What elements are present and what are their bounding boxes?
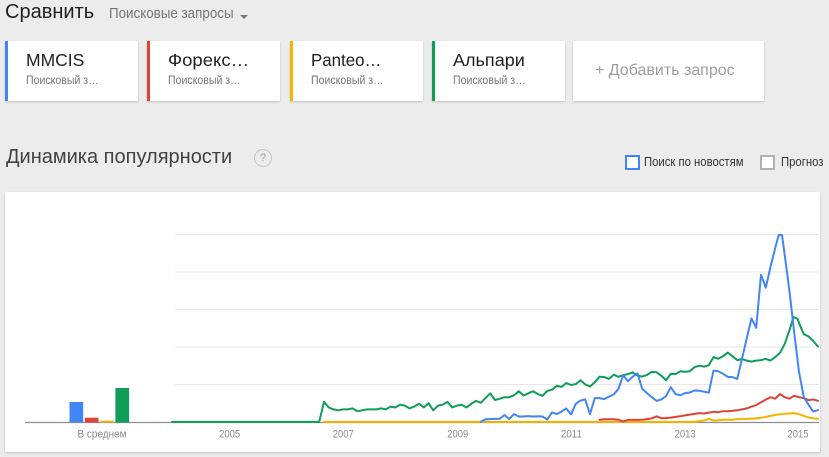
svg-text:2007: 2007 bbox=[333, 429, 354, 441]
svg-text:2013: 2013 bbox=[675, 429, 696, 441]
svg-text:2011: 2011 bbox=[561, 429, 582, 441]
svg-text:В среднем: В среднем bbox=[78, 429, 127, 441]
svg-text:2015: 2015 bbox=[788, 429, 809, 441]
svg-text:2005: 2005 bbox=[219, 429, 240, 441]
svg-text:2009: 2009 bbox=[447, 429, 468, 441]
